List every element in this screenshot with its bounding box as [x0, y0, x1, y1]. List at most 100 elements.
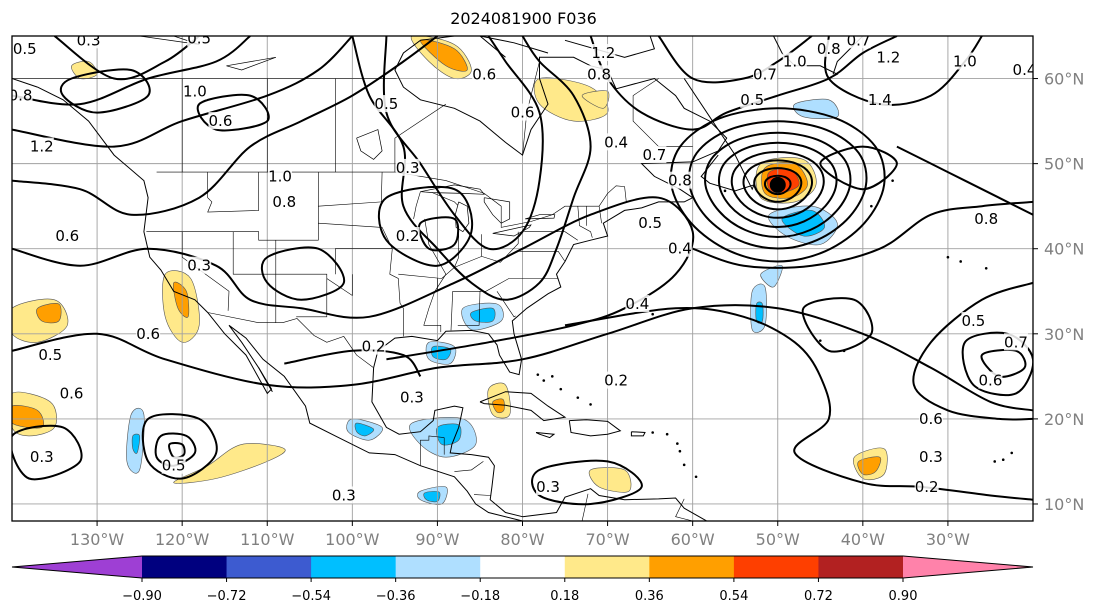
political-border: [335, 248, 393, 275]
contour-label: 0.7: [1004, 333, 1028, 351]
colorbar-segment: [226, 556, 312, 578]
lon-label: 70°W: [585, 530, 629, 549]
contour-label-bg: [591, 44, 616, 62]
contour-label-bg: [272, 192, 297, 210]
island-dot: [818, 339, 822, 342]
contour-loop-pacific-inner: [154, 432, 197, 467]
contour-label-bg: [667, 239, 692, 257]
lon-label: 120°W: [155, 530, 210, 549]
shade-blue: [470, 307, 496, 323]
political-border: [524, 231, 578, 241]
contour-0.5-east: [912, 281, 1033, 421]
island-dot: [959, 260, 962, 263]
political-border: [577, 206, 593, 238]
contour-label-bg: [55, 226, 80, 244]
latitude-labels: 10°N 20°N 30°N 40°N 50°N 60°N: [1033, 70, 1084, 514]
contour-label: 1.4: [868, 91, 892, 109]
cyclone-contour-ring: [763, 174, 792, 196]
contour-label-bg: [974, 209, 999, 227]
lake-outline: [492, 224, 532, 237]
contour-label: 1.0: [268, 167, 292, 185]
island-dot: [946, 255, 950, 259]
shade-blue: [131, 433, 141, 454]
cuba-coast: [479, 391, 567, 422]
lat-label: 30°N: [1044, 325, 1084, 344]
contour-1.0: [12, 36, 251, 106]
lat-label: 60°N: [1044, 70, 1084, 89]
lon-label: 130°W: [70, 530, 125, 549]
political-border: [454, 461, 484, 472]
contour-label-bg: [208, 112, 233, 130]
contour-label: 0.3: [919, 448, 943, 466]
colorbar: [11, 555, 1034, 579]
contour-loop-nw: [59, 68, 151, 114]
contour-labels: 0.5 0.3 0.50.81.21.00.61.00.80.60.30.60.50…: [12, 30, 1033, 504]
contour-label: 0.6: [55, 227, 79, 245]
cyclone-contour-ring: [742, 159, 813, 211]
island-dot: [651, 431, 654, 434]
contour-label: 0.2: [396, 227, 420, 245]
island-dot: [542, 379, 546, 382]
cyclone-contour-ring: [753, 167, 803, 203]
contour-label: 1.0: [783, 53, 807, 71]
contour-label-bg: [187, 256, 212, 274]
contour-label-bg: [816, 39, 841, 57]
shade-yellow: [533, 77, 609, 122]
lon-label: 110°W: [240, 530, 295, 549]
map-title: 2024081900 F036: [450, 9, 597, 28]
colorbar-segment: [733, 556, 819, 578]
contour-label: 0.6: [472, 65, 496, 83]
contour-label-bg: [740, 90, 765, 108]
cyclone-contour-ring: [717, 141, 838, 229]
contour-label-bg: [187, 36, 212, 47]
contour-label-bg: [604, 133, 629, 151]
contour-0.6-east: [692, 200, 1033, 269]
island-dot: [651, 312, 654, 316]
contour-loop-midatlantic: [801, 297, 874, 353]
contour-loop-lakes: [377, 185, 474, 267]
shade-orange: [857, 456, 882, 476]
contour-label: 0.3: [396, 159, 420, 177]
colorbar-tick-label: 0.72: [804, 589, 833, 604]
contour-label: 0.6: [511, 104, 535, 122]
contour-0.7: [589, 36, 898, 131]
colorbar-tick-label: 0.54: [719, 589, 748, 604]
contour-label: 0.6: [136, 325, 160, 343]
contour-label-bg: [361, 337, 386, 355]
shade-blue: [354, 422, 375, 437]
island-dot: [576, 396, 580, 399]
colorbar-tick-labels: −0.90 −0.72 −0.54 −0.36 −0.18 0.18 0.36 0.54 0.7…: [122, 578, 917, 604]
colorbar-tick-label: −0.18: [460, 589, 500, 604]
contour-label: 0.7: [847, 31, 871, 49]
contour-label-bg: [29, 137, 54, 155]
lake-outline: [226, 56, 276, 71]
contour-label: 0.5: [638, 214, 662, 232]
shade-orange: [36, 303, 62, 324]
island-dot: [891, 179, 894, 182]
contour-label-bg: [667, 171, 692, 189]
contour-loop-canada: [196, 93, 270, 132]
political-border: [232, 231, 277, 323]
longitude-labels: 130°W 120°W 110°W 100°W 90°W 80°W 70°W 60°W 50°W…: [70, 521, 970, 549]
lake-outline: [420, 184, 485, 195]
contour-label: 0.3: [332, 486, 356, 504]
contour-label-bg: [961, 312, 986, 330]
political-border: [156, 171, 627, 228]
colorbar-segment: [311, 556, 397, 578]
political-border: [207, 312, 374, 369]
contour-label: 0.6: [979, 372, 1003, 390]
colorbar-segment: [480, 556, 566, 578]
island-dot: [682, 463, 686, 467]
contour-lines: [12, 36, 1033, 506]
contour-label: 0.6: [919, 410, 943, 428]
contour-label: 0.7: [642, 146, 666, 164]
contour-0.8-east: [896, 145, 1033, 216]
political-border: [675, 498, 693, 521]
contour-label-bg: [1003, 333, 1028, 351]
lon-label: 100°W: [325, 530, 380, 549]
shade-yellow: [173, 443, 286, 484]
contour-label-bg: [374, 95, 399, 113]
contour-label: 0.5: [187, 30, 211, 48]
contour-label-bg: [29, 448, 54, 466]
colorbar-segment: [564, 556, 650, 578]
